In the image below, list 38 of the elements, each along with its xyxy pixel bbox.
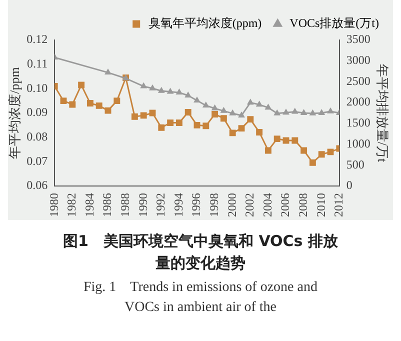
y2-tick-label: 0 bbox=[346, 178, 352, 192]
x-tick-label: 2000 bbox=[224, 193, 239, 217]
x-tick-label: 2012 bbox=[332, 193, 346, 217]
y2-tick-label: 1000 bbox=[346, 136, 370, 150]
y2-axis-title: 年平均排放量/万t bbox=[374, 64, 390, 162]
legend-label: VOCs排放量(万t) bbox=[290, 16, 380, 30]
x-tick-label: 1998 bbox=[206, 193, 221, 217]
x-tick-label: 2006 bbox=[278, 193, 292, 217]
y-tick-label: 0.10 bbox=[26, 80, 48, 95]
text: Fig. 1 Trends in emissions of ozone and VOCs in ambient air of the bbox=[82, 279, 318, 317]
x-tick-label: 1996 bbox=[189, 193, 204, 217]
y2-tick-label: 2000 bbox=[346, 94, 370, 109]
y-tick-label: 0.09 bbox=[26, 105, 48, 120]
y2-tick-label: 3000 bbox=[346, 53, 370, 68]
x-tick-label: 2010 bbox=[314, 193, 328, 217]
x-tick-label: 1994 bbox=[171, 193, 186, 217]
y2-tick-label: 3500 bbox=[346, 32, 370, 46]
y2-tick-label: 1500 bbox=[346, 116, 370, 130]
y-axis-title: 年平均浓度/ppm bbox=[7, 67, 22, 159]
x-tick-label: 1988 bbox=[118, 193, 132, 217]
y-tick-label: 0.06 bbox=[26, 178, 48, 192]
text: 图1 美国环境空气中臭氧和 VOCs 排放量的变化趋势 bbox=[62, 231, 339, 274]
y-tick-label: 0.11 bbox=[27, 56, 48, 70]
y-tick-label: 0.08 bbox=[26, 129, 48, 144]
x-tick-label: 1980 bbox=[46, 193, 61, 217]
x-tick-label: 1990 bbox=[136, 193, 150, 217]
legend-label: 臭氧年平均浓度(ppm) bbox=[148, 16, 262, 30]
y-tick-label: 0.12 bbox=[26, 32, 48, 46]
x-tick-label: 1982 bbox=[64, 193, 79, 217]
y-tick-label: 0.07 bbox=[26, 154, 48, 168]
x-tick-label: 1984 bbox=[82, 193, 96, 217]
x-tick-label: 2008 bbox=[296, 193, 310, 217]
x-tick-label: 2002 bbox=[242, 193, 257, 217]
y2-tick-label: 2500 bbox=[346, 74, 370, 88]
y2-tick-label: 500 bbox=[346, 157, 364, 172]
x-tick-label: 1992 bbox=[154, 193, 168, 217]
x-tick-label: 1986 bbox=[100, 193, 114, 217]
x-tick-label: 2004 bbox=[260, 193, 274, 217]
